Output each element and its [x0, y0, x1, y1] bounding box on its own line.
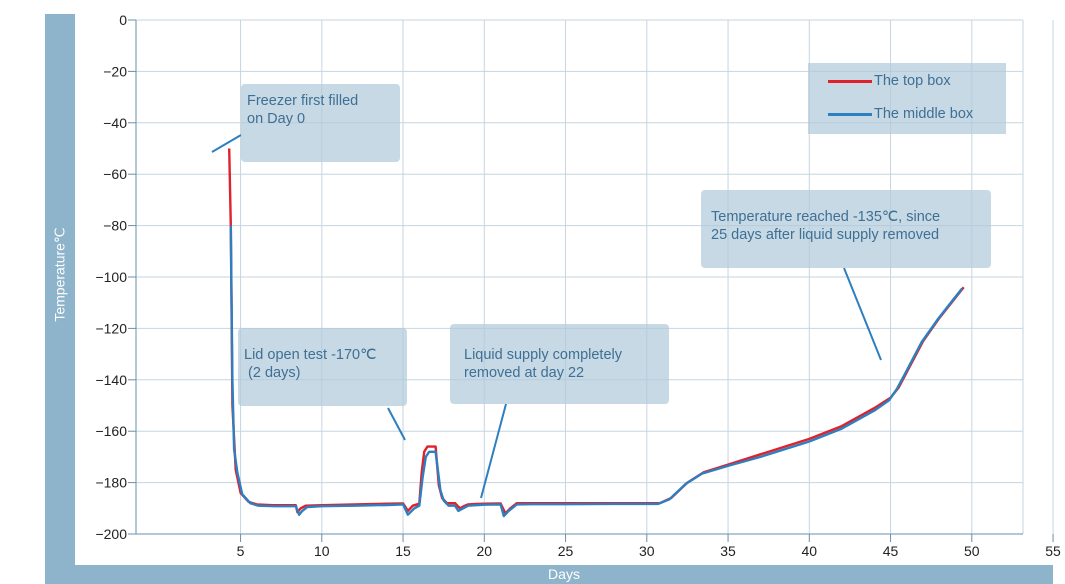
y-tick-label: −80 [103, 218, 127, 234]
y-tick-label: −140 [95, 372, 127, 388]
x-tick-label: 40 [802, 543, 818, 559]
y-tick-label: −200 [95, 526, 127, 542]
x-tick-label: 15 [395, 543, 411, 559]
x-tick-label: 25 [558, 543, 574, 559]
legend-swatch [828, 79, 872, 83]
annotation-leaders [211, 134, 882, 499]
legend-swatch [828, 112, 872, 116]
annotation-line: Liquid supply completely [464, 347, 622, 363]
legend-label: The top box [874, 73, 951, 89]
legend: The top box The middle box [808, 63, 1006, 134]
series-line-middle-box [229, 225, 963, 518]
y-tick-label: −20 [103, 63, 127, 79]
y-tick-label: −160 [95, 423, 127, 439]
x-axis-band [75, 565, 1053, 584]
y-tick-label: −180 [95, 475, 127, 491]
x-tick-label: 45 [883, 543, 899, 559]
x-tick-label: 55 [1045, 543, 1061, 559]
annotation-leader-line [480, 403, 507, 499]
annotation-line: Temperature reached -135℃, since [711, 209, 941, 225]
y-tick-label: −100 [95, 269, 127, 285]
annotation-leader-line [387, 407, 406, 441]
legend-item-middle-box: The middle box [828, 105, 973, 123]
y-tick-label: −40 [103, 115, 127, 131]
axes [128, 19, 1054, 542]
annotation-freezer-filled: Freezer first filled on Day 0 [241, 84, 400, 162]
annotation-liquid-removed: Liquid supply completely removed at day … [450, 324, 669, 404]
annotation-line: (2 days) [244, 365, 301, 381]
annotation-line: removed at day 22 [464, 365, 585, 381]
annotation-line: 25 days after liquid supply removed [711, 227, 940, 243]
x-tick-label: 50 [964, 543, 980, 559]
y-axis-band [45, 14, 75, 584]
tick-labels: 0 −20 −40 −60 −80 −100 −120 −140 −160 −180 −200 5 10… [95, 12, 1061, 559]
x-tick-label: 30 [639, 543, 655, 559]
annotation-leader-line [211, 134, 242, 153]
annotation-lid-open-test: Lid open test -170℃ (2 days) [238, 328, 407, 406]
x-tick-label: 5 [237, 543, 245, 559]
legend-item-top-box: The top box [828, 72, 951, 90]
annotation-leader-line [843, 267, 882, 361]
x-tick-label: 20 [477, 543, 493, 559]
series-lines [228, 148, 965, 518]
y-tick-label: −60 [103, 166, 127, 182]
annotation-line: on Day 0 [247, 111, 306, 127]
x-tick-label: 10 [314, 543, 330, 559]
x-tick-label: 35 [720, 543, 736, 559]
y-tick-label: −120 [95, 320, 127, 336]
legend-label: The middle box [874, 106, 974, 122]
annotation-temperature-reached: Temperature reached -135℃, since 25 days… [701, 190, 991, 268]
y-tick-label: 0 [119, 12, 127, 28]
annotation-line: Lid open test -170℃ [244, 347, 377, 363]
x-axis-label: Days [548, 566, 580, 582]
annotation-line: Freezer first filled [247, 93, 359, 109]
